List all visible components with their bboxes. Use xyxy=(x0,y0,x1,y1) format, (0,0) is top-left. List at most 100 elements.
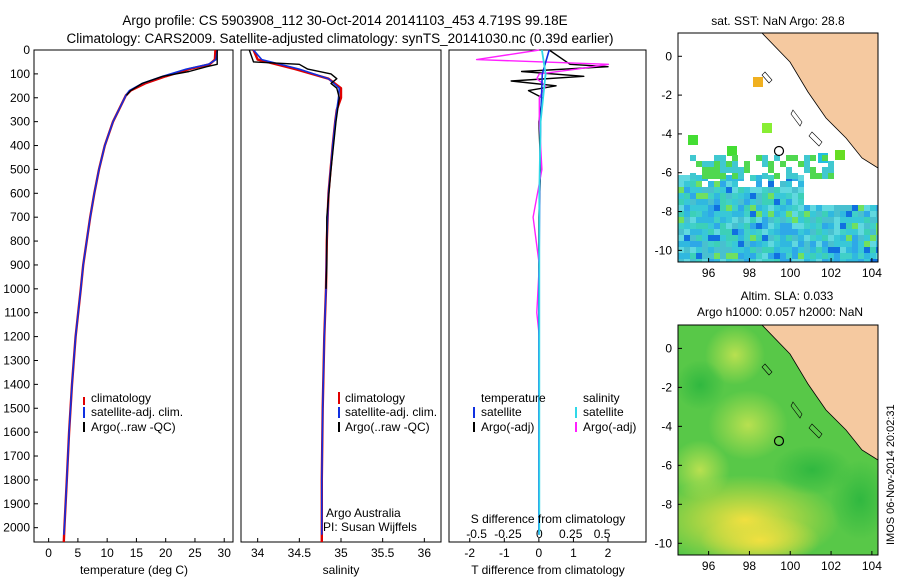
temperature-xlabel: temperature (deg C) xyxy=(80,563,188,577)
credit-line2: PI: Susan Wijffels xyxy=(323,520,417,534)
sst-cell xyxy=(822,229,828,235)
sst-cell xyxy=(798,211,804,217)
sla-map-lon-label: 100 xyxy=(780,559,800,573)
sst-cell xyxy=(684,175,690,181)
sst-cell xyxy=(834,235,840,241)
sst-cell xyxy=(708,259,714,262)
legend-s-head: salinity xyxy=(583,391,620,405)
sst-cell xyxy=(864,235,870,241)
sst-cell xyxy=(786,173,792,179)
sst-cell xyxy=(822,167,828,173)
sst-cell xyxy=(876,247,878,253)
sst-cell xyxy=(774,253,780,259)
temperature-x-tick-label: 15 xyxy=(130,546,144,560)
sst-cell xyxy=(816,247,822,253)
sst-cell xyxy=(720,161,726,167)
sst-cell xyxy=(792,205,798,211)
sst-cell xyxy=(708,161,714,167)
sst-cell xyxy=(792,173,798,179)
sst-cell xyxy=(870,235,876,241)
sst-cell xyxy=(678,211,684,217)
title-line2: Climatology: CARS2009. Satellite-adjuste… xyxy=(66,31,613,46)
salinity-difference-axis: -0.5 -0.25 0 0.25 0.5 xyxy=(466,527,610,541)
sst-cell xyxy=(684,229,690,235)
sst-cell xyxy=(744,205,750,211)
sst-cell xyxy=(702,199,708,205)
depth-tick-label: 0 xyxy=(23,43,30,57)
sst-cell xyxy=(828,229,834,235)
sst-cell xyxy=(835,150,845,160)
sst-cell xyxy=(678,205,684,211)
sst-cell xyxy=(732,253,738,259)
depth-tick-label: 1500 xyxy=(3,401,30,415)
sst-cell xyxy=(738,253,744,259)
sst-cell xyxy=(798,199,804,205)
sst-cell xyxy=(690,173,696,179)
sst-cell xyxy=(750,259,756,262)
argo-location-marker xyxy=(773,435,785,447)
sst-cell xyxy=(780,181,786,187)
difference-x-tick-label: 1 xyxy=(570,546,577,560)
sst-cell xyxy=(726,253,732,259)
sst-cell xyxy=(732,181,738,187)
sst-cell xyxy=(870,247,876,253)
sst-cell xyxy=(834,259,840,262)
sst-cell xyxy=(864,223,870,229)
sst-cell xyxy=(798,217,804,223)
sst-cell xyxy=(876,211,878,217)
sst-cell xyxy=(792,155,798,161)
sst-cell xyxy=(702,259,708,262)
sst-cell xyxy=(822,155,828,161)
sst-cell xyxy=(744,253,750,259)
sst-cell xyxy=(762,211,768,217)
depth-tick-label: 1700 xyxy=(3,449,30,463)
sst-cell xyxy=(702,187,708,193)
sst-cell xyxy=(846,205,852,211)
sst-cell xyxy=(864,229,870,235)
sst-map-lat-label: -2 xyxy=(661,88,672,102)
sst-cell xyxy=(738,187,744,193)
sst-cell xyxy=(852,247,858,253)
sst-cell xyxy=(768,241,774,247)
sst-cell xyxy=(828,241,834,247)
legend-sal-argo: Argo(..raw -QC) xyxy=(345,420,430,434)
sst-cell xyxy=(798,241,804,247)
sst-cell xyxy=(726,235,732,241)
sst-cell xyxy=(810,253,816,259)
sst-cell xyxy=(810,235,816,241)
sst-cell xyxy=(810,229,816,235)
sst-cell xyxy=(816,259,822,262)
sst-cell xyxy=(750,205,756,211)
sst-cell xyxy=(714,217,720,223)
sst-cell xyxy=(696,247,702,253)
sst-cell xyxy=(732,241,738,247)
legend-sal-climatology: climatology xyxy=(345,391,405,405)
sst-cell xyxy=(744,211,750,217)
sst-cell xyxy=(678,241,684,247)
sst-cell xyxy=(870,211,876,217)
difference-x-tick-label: -2 xyxy=(464,546,475,560)
sst-cell xyxy=(702,223,708,229)
sst-cell xyxy=(798,175,804,181)
sst-cell xyxy=(696,187,702,193)
sst-cell xyxy=(738,223,744,229)
sst-cell xyxy=(774,235,780,241)
sst-cell xyxy=(702,205,708,211)
sst-cell xyxy=(864,241,870,247)
sst-cell xyxy=(708,173,714,179)
title-line1: Argo profile: CS 5903908_112 30-Oct-2014… xyxy=(122,13,567,28)
sst-map-lat-label: -8 xyxy=(661,205,672,219)
sst-cell xyxy=(684,181,690,187)
sst-cell xyxy=(870,241,876,247)
sst-cell xyxy=(756,229,762,235)
sst-cell xyxy=(774,241,780,247)
sst-cell xyxy=(792,223,798,229)
sst-cell xyxy=(708,217,714,223)
island xyxy=(761,363,773,376)
sst-cell xyxy=(678,259,684,262)
legend-s-argo: Argo(-adj) xyxy=(583,420,636,434)
sst-cell xyxy=(846,229,852,235)
sst-cell xyxy=(786,187,792,193)
sst-cell xyxy=(720,167,726,173)
